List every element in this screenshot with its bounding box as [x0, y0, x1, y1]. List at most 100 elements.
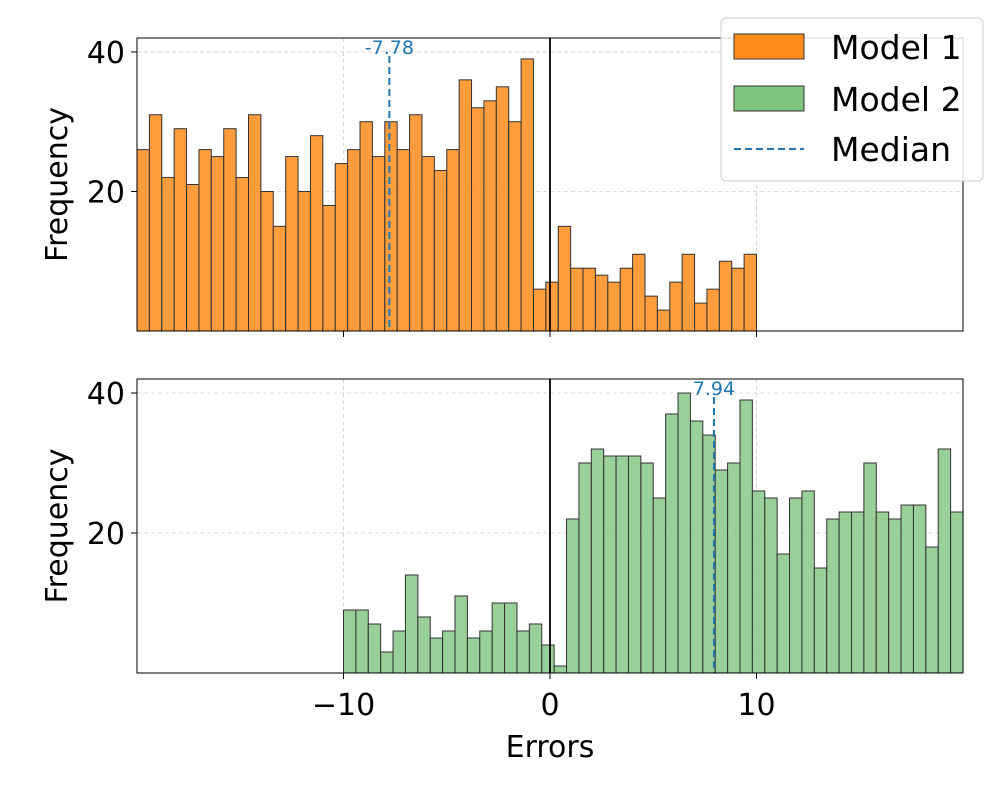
histogram-bar — [582, 267, 596, 332]
x-axis-label: Errors — [506, 730, 595, 765]
histogram-bar — [483, 100, 497, 332]
x-tick-label: 0 — [540, 688, 559, 723]
histogram-bar — [640, 462, 654, 674]
histogram-bar — [801, 490, 815, 674]
histogram-bar — [557, 225, 572, 332]
y-axis-label: Frequency — [40, 107, 75, 262]
histogram-bar — [731, 267, 745, 332]
legend-swatch-model-1 — [733, 33, 805, 60]
histogram-bar — [334, 163, 349, 332]
histogram-bar — [495, 86, 510, 332]
histogram-bar — [627, 455, 642, 674]
histogram-bar — [937, 448, 952, 674]
histogram-bar — [706, 288, 720, 332]
histogram-bar — [644, 295, 658, 332]
histogram-bar — [888, 518, 902, 674]
histogram-bar — [776, 553, 791, 674]
histogram-bar — [545, 281, 559, 332]
histogram-bar — [161, 177, 175, 332]
histogram-bar — [136, 149, 150, 332]
histogram-bar — [359, 121, 373, 332]
histogram-bar — [371, 156, 386, 332]
histogram-bar — [900, 504, 914, 674]
histogram-bar — [396, 149, 411, 332]
histogram-bar — [850, 511, 865, 674]
histogram-bar — [491, 602, 506, 674]
histogram-bar — [384, 121, 398, 332]
histogram-bar — [508, 121, 522, 332]
histogram-bar — [615, 455, 629, 674]
histogram-bar — [528, 623, 543, 674]
y-tick-label: 40 — [87, 377, 125, 412]
histogram-bar — [689, 420, 704, 674]
histogram-bar — [590, 448, 605, 674]
histogram-bar — [504, 602, 518, 674]
legend-swatch-model-2 — [733, 85, 805, 112]
histogram-bar — [570, 267, 584, 332]
histogram-bar — [652, 497, 667, 674]
histogram-bar — [826, 518, 840, 674]
histogram-bar — [681, 253, 696, 332]
histogram-bar — [466, 637, 481, 674]
histogram-bar — [619, 267, 634, 332]
histogram-bar — [446, 149, 460, 332]
histogram-bar — [186, 184, 200, 332]
histogram-bar — [541, 644, 555, 674]
bottom-histogram-panel: 7.94 −10 0 10 20 40 Frequency — [40, 377, 964, 723]
histogram-bar — [594, 274, 609, 332]
legend-label-median: Median — [831, 130, 951, 169]
histogram-bar — [479, 630, 493, 674]
y-tick-label: 20 — [87, 517, 125, 552]
histogram-bar — [950, 511, 964, 674]
histogram-bar — [404, 574, 419, 674]
histogram-bar — [764, 497, 778, 674]
histogram-bar — [714, 469, 729, 674]
histogram-bar — [471, 107, 485, 332]
histogram-bar — [566, 518, 580, 674]
histogram-bar — [442, 630, 456, 674]
histogram-bar — [718, 260, 733, 332]
histogram-bar — [260, 190, 274, 332]
histogram-bar — [694, 302, 708, 332]
histogram-bar — [392, 630, 406, 674]
histogram-bar — [677, 392, 691, 674]
histogram-bar — [739, 399, 753, 674]
histogram-bar — [248, 114, 262, 332]
histogram-bar — [355, 609, 369, 674]
histogram-bar — [532, 288, 547, 332]
histogram-bar — [553, 665, 568, 674]
histogram-bar — [751, 490, 766, 674]
histogram-bar — [210, 156, 225, 332]
top-histogram-panel: -7.78 20 40 Frequency — [40, 36, 964, 337]
histogram-bar — [417, 616, 431, 674]
histogram-bar — [607, 281, 621, 332]
median-value-label: -7.78 — [365, 37, 414, 59]
histogram-bar — [789, 497, 803, 674]
histogram-bar — [603, 455, 617, 674]
histogram-bar — [285, 156, 299, 332]
histogram-bar — [813, 567, 828, 674]
histogram-bar — [632, 253, 646, 332]
histogram-bar — [656, 309, 671, 332]
legend-label-model-1: Model 1 — [831, 28, 962, 67]
histogram-bar — [863, 462, 877, 674]
histogram-bar — [429, 637, 444, 674]
histogram-bar — [235, 177, 250, 332]
median-value-label: 7.94 — [693, 378, 735, 400]
y-tick-label: 20 — [87, 175, 125, 210]
histogram-bar — [454, 595, 468, 674]
histogram-bar — [458, 79, 473, 332]
legend: Model 1 Model 2 Median — [720, 17, 984, 182]
x-tick-label: 10 — [737, 688, 775, 723]
histogram-bar — [223, 128, 237, 332]
histogram-bar — [367, 623, 382, 674]
histogram-bar — [875, 511, 890, 674]
histogram-bar — [516, 630, 530, 674]
histogram-bar — [309, 135, 324, 332]
histogram-bar — [272, 225, 287, 332]
histogram-bar — [347, 149, 361, 332]
histogram-bar — [409, 114, 423, 332]
histogram-bar — [912, 504, 927, 674]
